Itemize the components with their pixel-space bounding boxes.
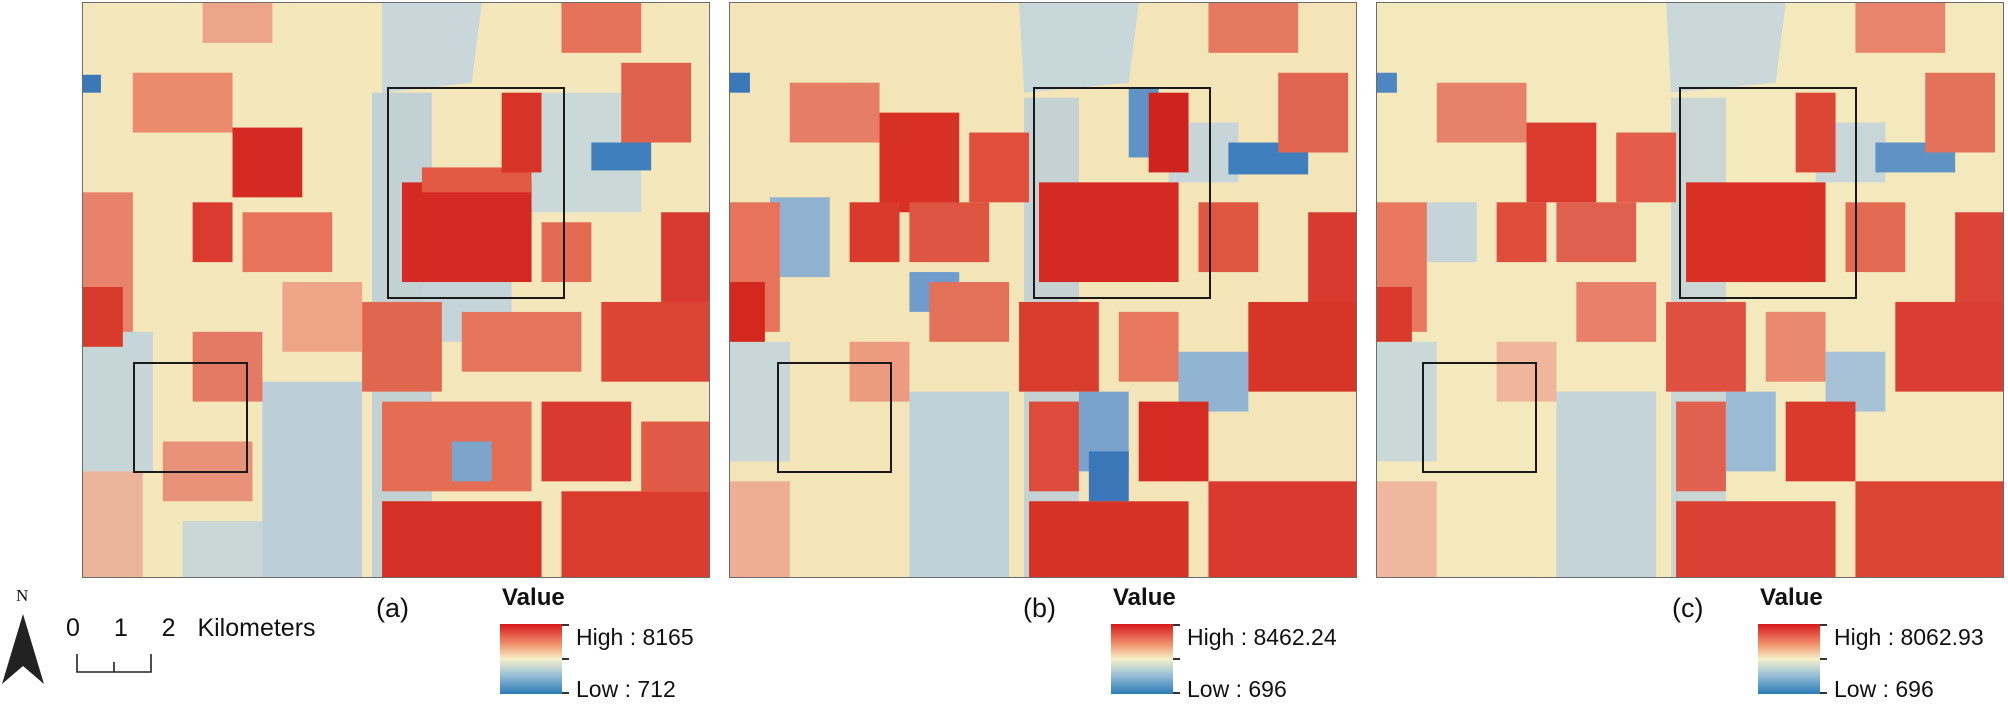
panel-label-c: (c) xyxy=(1672,593,1704,623)
legend-high-value: High : 8165 xyxy=(576,624,694,650)
north-arrow-icon xyxy=(2,614,44,684)
scale-bar: 0 1 2 Kilometers xyxy=(66,614,326,684)
scale-unit: Kilometers xyxy=(197,614,316,642)
legend-tick-high xyxy=(1820,624,1827,626)
legend-title: Value xyxy=(1113,584,1176,611)
panel-label-a: (a) xyxy=(376,593,409,623)
color-ramp xyxy=(1111,624,1173,694)
legend-tick-low xyxy=(1173,692,1180,694)
legend-tick-mid xyxy=(562,658,569,660)
roi-box-large xyxy=(1033,87,1211,299)
legend-c: Value High : 8062.93 Low : 696 xyxy=(1758,584,2008,702)
map-panel-a xyxy=(82,2,710,578)
roi-box-small xyxy=(1422,362,1537,473)
legend-tick-low xyxy=(562,692,569,694)
roi-box-large xyxy=(1679,87,1857,299)
north-arrow: N xyxy=(2,586,48,686)
legend-tick-high xyxy=(562,624,569,626)
scale-tick-0: 0 xyxy=(66,614,80,642)
map-panel-c xyxy=(1376,2,2004,578)
legend-tick-low xyxy=(1820,692,1827,694)
roi-box-small xyxy=(133,362,248,473)
legend-tick-mid xyxy=(1173,658,1180,660)
map-panel-b xyxy=(729,2,1357,578)
legend-high-value: High : 8462.24 xyxy=(1187,624,1337,650)
color-ramp xyxy=(500,624,562,694)
legend-title: Value xyxy=(502,584,565,611)
legend-low-value: Low : 696 xyxy=(1187,676,1287,702)
legend-title: Value xyxy=(1760,584,1823,611)
legend-low-value: Low : 696 xyxy=(1834,676,1934,702)
legend-b: Value High : 8462.24 Low : 696 xyxy=(1111,584,1371,702)
panel-label-b: (b) xyxy=(1023,593,1056,623)
roi-box-large xyxy=(387,87,565,299)
legend-a: Value High : 8165 Low : 712 xyxy=(500,584,760,702)
scale-labels: 0 1 2 Kilometers xyxy=(66,614,316,642)
legend-high-value: High : 8062.93 xyxy=(1834,624,1984,650)
roi-box-small xyxy=(777,362,892,473)
color-ramp xyxy=(1758,624,1820,694)
legend-low-value: Low : 712 xyxy=(576,676,676,702)
raster-image-b xyxy=(730,3,1356,577)
legend-tick-high xyxy=(1173,624,1180,626)
scale-bar-graphic xyxy=(76,654,152,673)
scale-tick-2: 2 xyxy=(161,614,176,642)
scale-tick-1: 1 xyxy=(113,614,128,642)
north-label: N xyxy=(16,586,29,605)
raster-image-c xyxy=(1377,3,2003,577)
legend-tick-mid xyxy=(1820,658,1827,660)
raster-image-a xyxy=(83,3,709,577)
